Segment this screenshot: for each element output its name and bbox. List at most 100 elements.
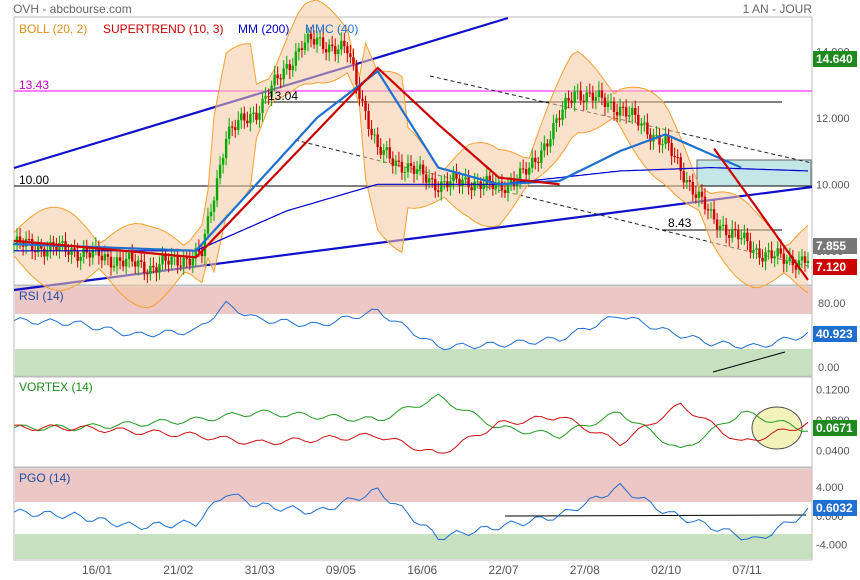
candle-body [334, 46, 337, 55]
candle-body [591, 92, 595, 101]
candle-body [549, 139, 552, 147]
candle-body [761, 257, 764, 262]
pgo-resistance-line [504, 514, 807, 517]
candle-body [427, 178, 431, 183]
candle-body [179, 265, 182, 267]
candle-body [555, 118, 558, 123]
candle-body [782, 253, 785, 264]
candle-body [288, 64, 291, 71]
candle-body [203, 233, 207, 257]
rsi-oversold-zone [15, 349, 812, 376]
candle-body [346, 46, 349, 54]
candle-body [531, 157, 534, 168]
candle-body [679, 157, 682, 172]
candle-body [770, 250, 773, 259]
candle-body [634, 108, 637, 115]
candle-body [558, 118, 561, 120]
candle-body [400, 161, 404, 173]
candle-body [224, 138, 228, 159]
candle-body [158, 264, 161, 273]
candle-body [243, 113, 246, 121]
candle-body [603, 97, 607, 107]
candle-body [343, 40, 346, 47]
candle-body [697, 191, 701, 198]
axis-labels: 8.00010.00012.00014.0000.0040.0080.000.0… [19, 46, 857, 577]
candle-body [61, 240, 64, 243]
candle-body [376, 134, 379, 148]
x-tick-label: 31/03 [245, 563, 275, 577]
candle-body [43, 248, 46, 257]
candle-body [73, 248, 76, 252]
candle-body [121, 260, 125, 267]
candle-body [494, 184, 498, 189]
candle-body [688, 180, 692, 182]
candle-body [776, 248, 779, 257]
candle-body [261, 98, 264, 114]
vortex-tick-label: 0.1200 [816, 384, 850, 396]
vortex-panel [13, 376, 813, 468]
candle-body [143, 261, 146, 274]
candle-body [461, 179, 464, 186]
candle-body [670, 143, 673, 157]
candle-body [352, 56, 355, 65]
candle-body [728, 235, 731, 238]
candle-body [540, 150, 543, 163]
candle-body [291, 65, 295, 71]
pgo-title: PGO (14) [19, 471, 70, 485]
candle-body [482, 184, 485, 190]
price-high-badge: 14.640 [816, 52, 853, 66]
candle-body [130, 253, 134, 262]
rsi-tick-label: 0.00 [818, 362, 839, 374]
candle-body [279, 78, 282, 80]
supertrend-badge: 7.120 [816, 260, 846, 274]
candle-body [215, 178, 219, 201]
candle-body [249, 114, 252, 124]
supertrend-line [713, 147, 809, 281]
candle-body [331, 44, 334, 47]
candle-body [658, 135, 661, 145]
candle-body [749, 241, 752, 253]
candle-body [788, 256, 792, 262]
pgo-line [13, 482, 809, 541]
candle-body [470, 187, 473, 191]
bollinger-lower-line [13, 72, 809, 309]
candle-body [382, 150, 385, 155]
candle-body [567, 97, 570, 101]
candle-body [212, 200, 216, 212]
last-price-badge-bg [813, 238, 857, 254]
candle-body [58, 242, 61, 251]
candle-body [467, 177, 470, 188]
pgo-upper-zone [15, 469, 812, 502]
candle-body [270, 85, 273, 98]
candle-body [240, 113, 243, 121]
chart-title: OVH - abcbourse.com [13, 2, 132, 16]
candle-body [649, 134, 652, 142]
candle-body [388, 147, 391, 159]
candle-body [76, 251, 79, 261]
candle-body [88, 252, 91, 258]
level-8-43-label: 8.43 [668, 216, 692, 230]
pgo-lower-zone [15, 534, 812, 559]
candle-body [458, 178, 461, 186]
candle-body [685, 180, 688, 183]
candle-body [149, 265, 152, 274]
dashed-channel-top [429, 75, 813, 164]
x-tick-label: 21/02 [163, 563, 193, 577]
candle-body [734, 229, 737, 231]
candle-body [664, 136, 667, 145]
candle-body [106, 254, 110, 257]
candle-body [282, 68, 285, 80]
x-tick-label: 16/06 [407, 563, 437, 577]
candle-body [79, 256, 82, 261]
candle-body [237, 120, 240, 131]
candle-body [597, 90, 601, 98]
candle-body [379, 147, 382, 155]
candle-body [724, 224, 728, 236]
candle-body [137, 260, 140, 267]
candle-body [506, 183, 510, 193]
candle-body [543, 143, 546, 151]
legend-supertrend: SUPERTREND (10, 3) [103, 22, 223, 36]
candle-body [103, 254, 107, 261]
candle-body [218, 164, 222, 179]
candle-body [100, 255, 104, 261]
